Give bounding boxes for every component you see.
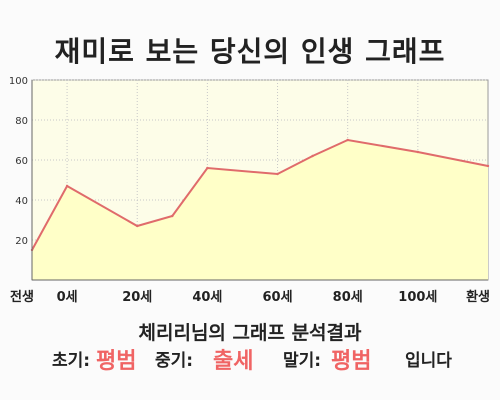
area-series xyxy=(30,138,490,280)
y-tick-label: 100 xyxy=(9,76,28,87)
data-point xyxy=(416,150,420,154)
data-point xyxy=(486,164,490,168)
x-tick-label: 환생 xyxy=(466,289,490,305)
x-tick-label: 20세 xyxy=(122,290,152,305)
y-tick-label: 40 xyxy=(15,196,28,207)
x-tick-label: 40세 xyxy=(192,290,222,305)
data-point xyxy=(171,214,174,218)
x-tick-label: 80세 xyxy=(333,290,363,305)
x-tick-label: 전생 xyxy=(10,289,34,305)
y-tick-label: 60 xyxy=(15,156,28,167)
life-graph-chart: 20 40 60 80 100 전생 0세 20세 40세 60세 80세 100세 환생 xyxy=(9,76,490,305)
data-point xyxy=(346,138,349,142)
y-tick-label: 20 xyxy=(15,236,28,247)
middle-label: 중기: xyxy=(155,351,194,371)
data-point xyxy=(136,224,139,228)
page-title: 재미로 보는 당신의 인생 그래프 xyxy=(54,35,446,68)
y-tick-label: 80 xyxy=(15,116,28,127)
x-tick-label: 0세 xyxy=(57,290,78,305)
late-value: 평범 xyxy=(331,349,372,374)
x-tick-label: 60세 xyxy=(263,290,293,305)
series-line xyxy=(31,138,489,251)
middle-value: 출세 xyxy=(213,349,254,374)
x-tick-label: 100세 xyxy=(398,290,437,305)
late-label: 말기: xyxy=(283,351,322,371)
data-point xyxy=(206,166,209,170)
data-point xyxy=(276,172,279,176)
early-value: 평범 xyxy=(96,349,137,374)
early-label: 초기: xyxy=(52,351,91,371)
data-point xyxy=(65,184,69,188)
y-tick-labels: 20 40 60 80 100 xyxy=(9,76,28,247)
axes xyxy=(31,80,488,281)
analysis-result-row: 초기: 평범 중기: 출세 말기: 평범 입니다 xyxy=(0,346,500,382)
data-point xyxy=(311,154,314,158)
x-tick-labels: 전생 0세 20세 40세 60세 80세 100세 환생 xyxy=(10,289,490,305)
analysis-summary: 체리리님의 그래프 분석결과 xyxy=(138,322,362,344)
suffix-text: 입니다 xyxy=(405,351,452,371)
area-fill xyxy=(32,140,488,280)
